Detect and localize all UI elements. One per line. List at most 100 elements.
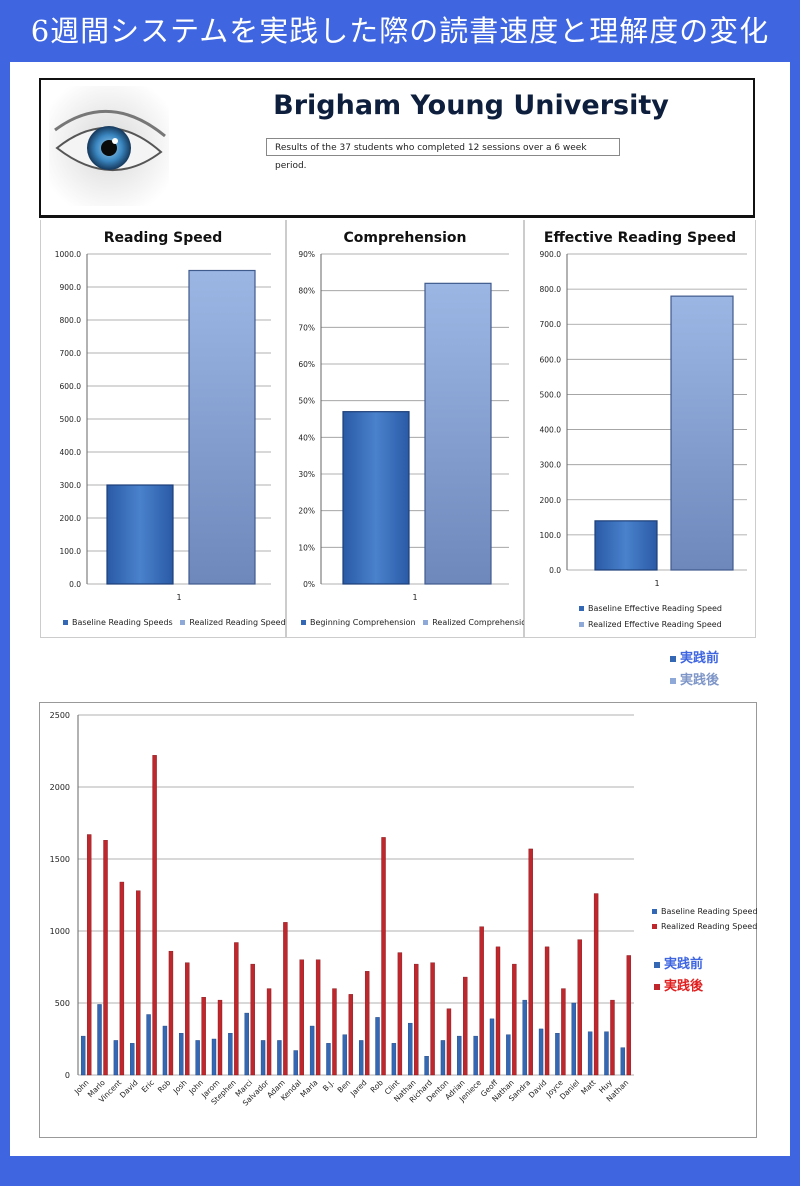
bar-baseline [342, 411, 410, 585]
bar-baseline [211, 1038, 217, 1076]
y-tick-label: 0% [303, 580, 315, 589]
legend-swatch-realized [579, 622, 584, 627]
legend: Baseline Reading Speeds Realized Reading… [63, 618, 290, 627]
x-tick-label: Rob [156, 1078, 173, 1095]
bar-realized [364, 971, 370, 1076]
y-tick-label: 30% [298, 470, 315, 479]
legend-label: Baseline Effective Reading Speed [588, 604, 722, 613]
y-tick-label: 300.0 [60, 481, 82, 490]
legend-label: 実践前 [664, 957, 704, 972]
legend-label: Realized Reading Speed* [189, 618, 290, 627]
y-tick-label: 700.0 [60, 349, 82, 358]
bar-realized [512, 963, 517, 1076]
legend-label: Realized Effective Reading Speed [588, 620, 722, 629]
x-tick-label: 1 [176, 593, 181, 602]
y-tick-label: 900.0 [60, 283, 82, 292]
bar-realized [119, 881, 125, 1076]
comprehension-chart: 0% 10% 20% 30% 40% 50% 60% 70% 80% 90% 1 [298, 250, 509, 602]
bar-baseline [440, 1040, 446, 1076]
y-tick-label: 60% [298, 360, 315, 369]
bar-baseline [358, 1040, 364, 1076]
reading-speed-panel: Reading Speed 0.0 100.0 200.0 300.0 400.0 500… [40, 220, 290, 638]
x-tick-label: Matt [579, 1078, 597, 1096]
x-tick-label: David [118, 1078, 140, 1100]
legend-label: 実践後 [664, 979, 704, 994]
legend-swatch-realized [670, 677, 676, 684]
legend-swatch-baseline [670, 655, 676, 662]
legend-label: Baseline Reading Speed [661, 907, 758, 916]
bar-realized [103, 840, 108, 1076]
bar-baseline [555, 1033, 560, 1076]
y-tick-label: 400.0 [540, 426, 562, 435]
y-tick-label: 1000 [50, 927, 70, 936]
y-tick-label: 2000 [50, 783, 70, 792]
bar-baseline [293, 1050, 298, 1076]
bar-baseline [130, 1043, 135, 1076]
y-tick-label: 80% [298, 287, 315, 296]
bar-realized [430, 962, 435, 1076]
y-tick-label: 1000.0 [55, 250, 81, 259]
bar-realized [201, 997, 206, 1076]
bar-realized [495, 946, 501, 1076]
bar-realized [299, 959, 304, 1076]
y-tick-label: 100.0 [60, 547, 82, 556]
bar-baseline [342, 1034, 348, 1076]
x-tick-label: 1 [412, 593, 417, 602]
legend-label: Realized Comprehension* [432, 618, 536, 627]
bar-realized [626, 955, 632, 1076]
bar-baseline [522, 999, 527, 1076]
bar-baseline [620, 1047, 626, 1076]
legend-swatch-realized [423, 620, 429, 625]
bar-baseline [408, 1022, 413, 1076]
y-tick-label: 200.0 [60, 514, 82, 523]
bar-baseline [309, 1025, 315, 1076]
bar-realized [528, 848, 533, 1076]
bar-baseline [277, 1040, 282, 1076]
x-tick-label: Eric [140, 1078, 156, 1094]
y-tick-label: 600.0 [540, 355, 562, 364]
bar-realized [168, 950, 174, 1076]
bar-realized [283, 922, 288, 1076]
y-tick-label: 40% [298, 433, 315, 442]
y-tick-label: 2500 [50, 711, 70, 720]
bar-realized [446, 1008, 452, 1076]
y-tick-label: 90% [298, 250, 315, 259]
chart-title: Comprehension [343, 230, 467, 246]
y-tick-label: 10% [298, 543, 315, 552]
bar-realized [577, 939, 582, 1076]
reading-speed-chart: 0.0 100.0 200.0 300.0 400.0 500.0 600.0 700.0 80… [55, 250, 271, 602]
y-tick-label: 100.0 [540, 531, 562, 540]
jp-legend-after: 実践後 [670, 669, 719, 688]
bar-baseline [571, 1002, 576, 1076]
bar-realized [397, 952, 403, 1076]
legend-label: Realized Reading Speed [661, 922, 758, 931]
bar-realized [670, 295, 734, 571]
y-tick-label: 0.0 [549, 566, 561, 575]
jp-legend-before: 実践前 [654, 953, 703, 972]
chart-title: Reading Speed [103, 230, 223, 246]
y-tick-label: 300.0 [540, 461, 562, 470]
legend-label: 実践前 [680, 651, 720, 666]
legend-label: Beginning Comprehension [310, 618, 416, 627]
y-tick-label: 500 [55, 999, 70, 1008]
y-tick-label: 1500 [50, 855, 70, 864]
bar-baseline [424, 1056, 429, 1076]
legend-row: Baseline Effective Reading Speed [579, 604, 722, 613]
bar-realized [152, 755, 157, 1076]
bar-baseline [228, 1033, 233, 1076]
y-tick-label: 0 [65, 1071, 70, 1080]
legend-swatch-realized [652, 924, 657, 929]
legend-swatch-baseline [301, 620, 306, 625]
page-title: 6週間システムを実践した際の読書速度と理解度の変化 [30, 14, 770, 48]
bar-baseline [195, 1040, 200, 1076]
bar-baseline [162, 1025, 168, 1076]
bar-baseline [457, 1035, 462, 1076]
bar-realized [250, 963, 255, 1076]
jp-legend-before: 実践前 [670, 647, 719, 666]
bar-realized [266, 988, 272, 1076]
bar-realized [479, 926, 484, 1076]
legend-swatch-realized [180, 620, 186, 625]
bar-realized [332, 988, 337, 1076]
y-tick-label: 700.0 [540, 320, 562, 329]
y-tick-label: 900.0 [540, 250, 562, 259]
